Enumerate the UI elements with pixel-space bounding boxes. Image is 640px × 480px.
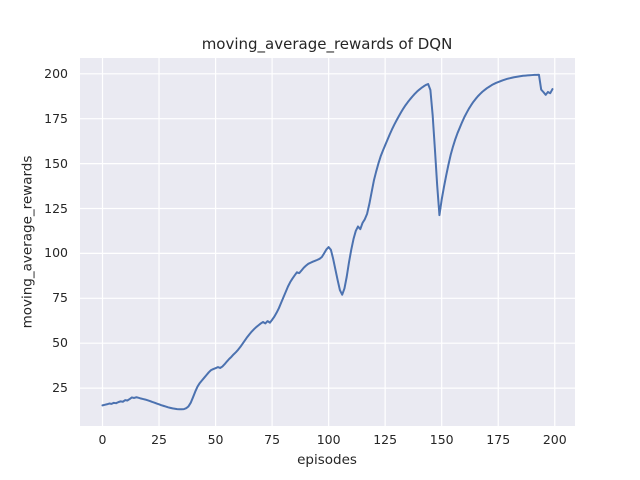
x-tick-label: 100	[316, 432, 341, 447]
x-tick-label: 25	[151, 432, 167, 447]
y-tick-label: 25	[52, 380, 68, 396]
line-chart-svg	[80, 58, 575, 426]
x-tick-label: 175	[486, 432, 511, 447]
x-tick-label: 150	[429, 432, 454, 447]
reward-line-series	[101, 73, 554, 411]
x-axis-label: episodes	[297, 452, 357, 468]
plot-area	[80, 58, 575, 426]
y-tick-label: 200	[44, 65, 68, 81]
y-tick-label: 150	[44, 155, 68, 171]
x-tick-label: 0	[98, 432, 107, 447]
x-tick-label: 125	[373, 432, 398, 447]
x-tick-label: 50	[207, 432, 224, 447]
y-tick-label: 100	[44, 245, 68, 261]
y-tick-label: 75	[52, 290, 68, 306]
y-tick-label: 125	[44, 200, 68, 216]
x-tick-label: 75	[264, 432, 281, 447]
y-tick-label: 175	[44, 110, 68, 126]
chart-title: moving_average_rewards of DQN	[201, 35, 453, 53]
y-tick-label: 50	[52, 335, 68, 351]
y-axis-label: moving_average_rewards	[19, 155, 36, 329]
x-tick-label: 200	[542, 432, 567, 447]
